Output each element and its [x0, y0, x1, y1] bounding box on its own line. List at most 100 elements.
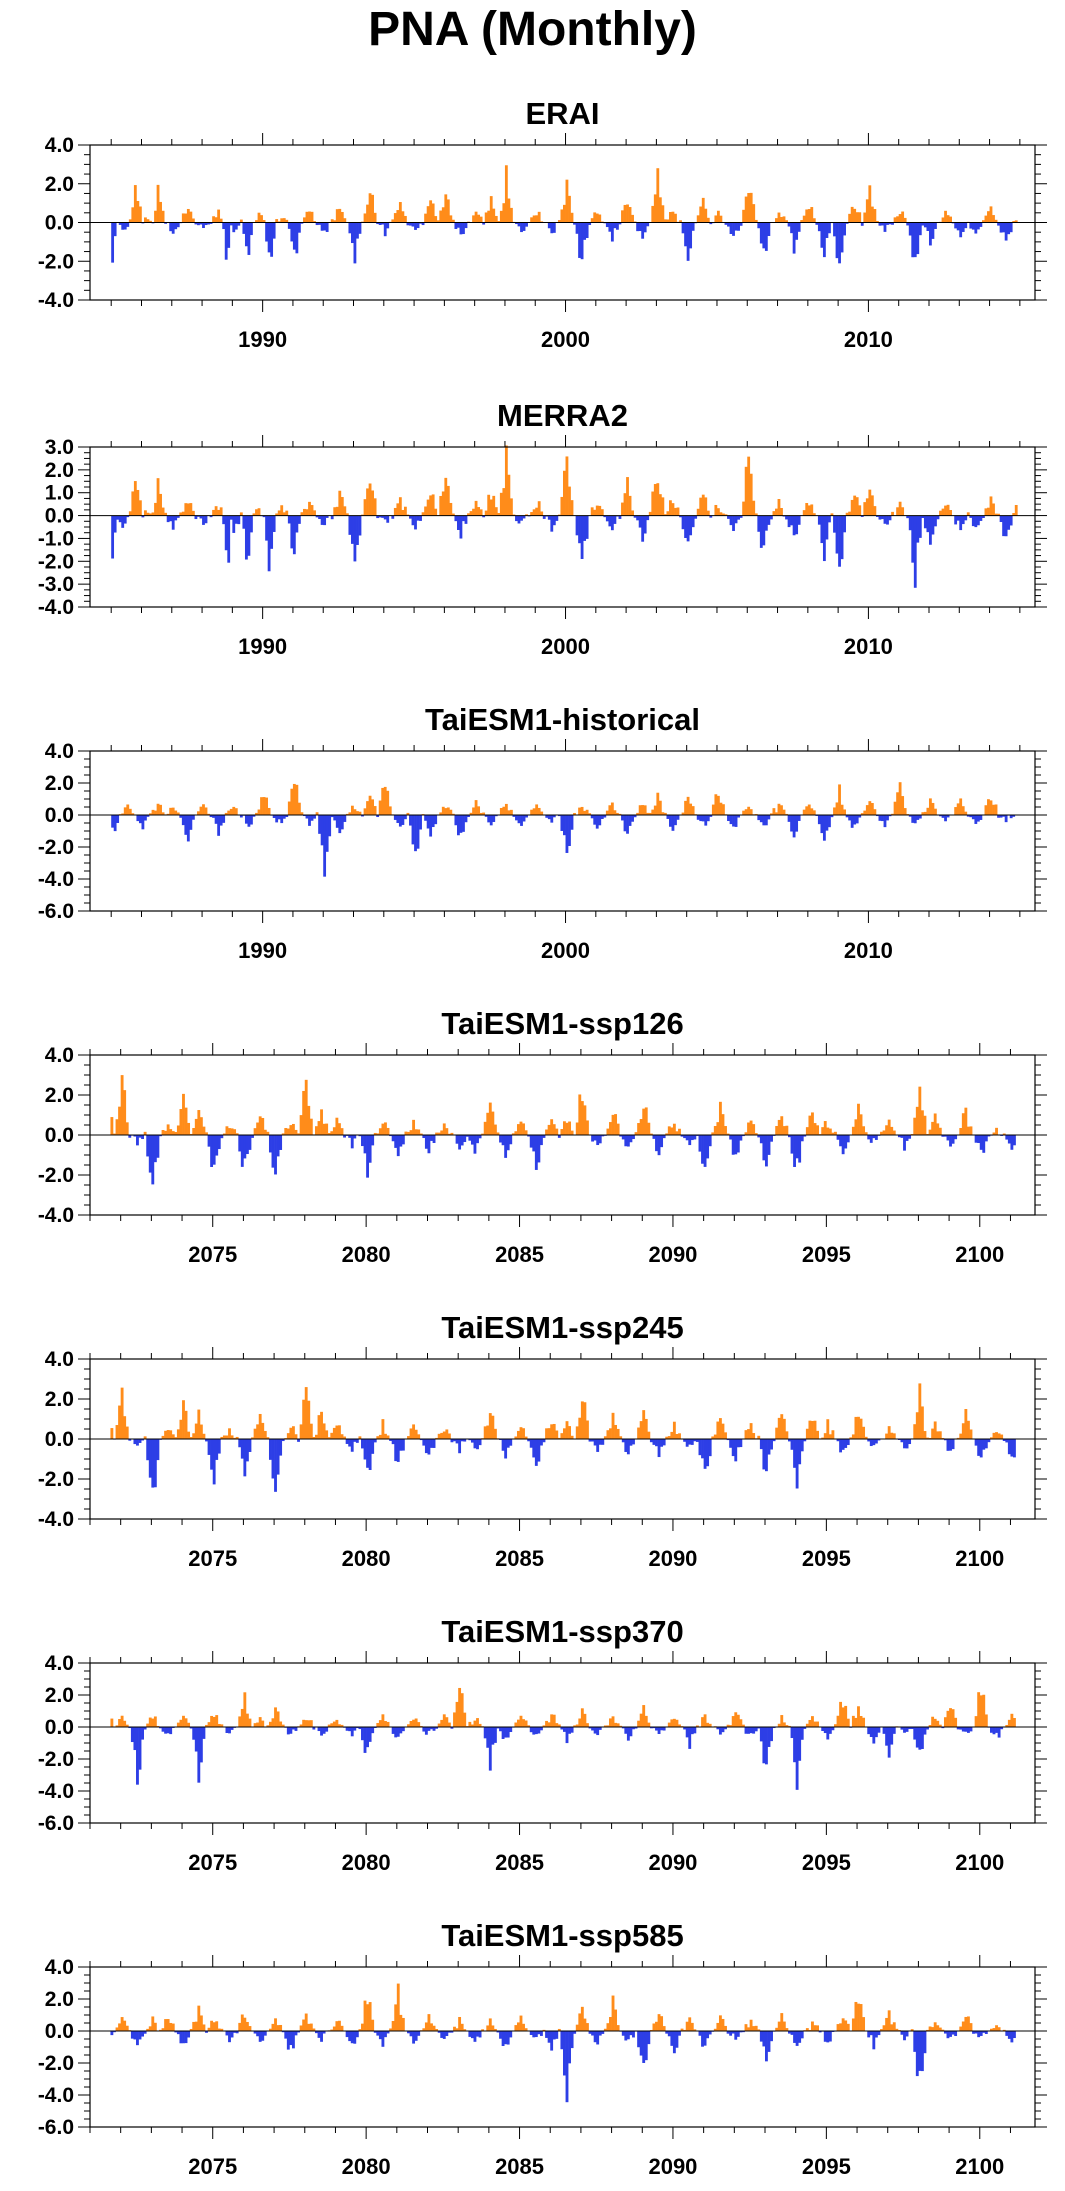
data-bar: [595, 213, 599, 223]
data-bar: [931, 1428, 935, 1439]
data-bar: [1000, 1434, 1004, 1439]
data-bar: [144, 815, 147, 821]
data-bar: [358, 515, 362, 536]
positive-bars: [118, 782, 1018, 815]
data-bar: [268, 1721, 272, 1727]
data-bar: [220, 1724, 224, 1727]
data-bar: [987, 799, 990, 815]
data-bar: [146, 1723, 150, 1727]
data-bar: [128, 1727, 132, 1729]
data-bar: [882, 1130, 886, 1135]
data-bar: [457, 815, 460, 836]
data-bar: [854, 2001, 858, 2031]
data-bar: [123, 2020, 127, 2031]
data-bar: [694, 515, 698, 519]
data-bar: [841, 1707, 845, 1727]
data-bar: [800, 2031, 804, 2039]
data-bar: [898, 782, 902, 815]
data-bar: [464, 222, 468, 229]
data-bar: [376, 2031, 380, 2036]
data-bar: [247, 515, 251, 556]
data-bar: [900, 1439, 904, 1443]
data-bar: [251, 1135, 254, 1138]
data-bar: [516, 1430, 520, 1439]
data-bar: [680, 1135, 684, 1137]
data-bar: [931, 222, 935, 239]
data-bar: [586, 2023, 589, 2031]
data-bar: [938, 1724, 942, 1727]
data-bar: [148, 1135, 152, 1173]
data-bar: [467, 815, 470, 817]
data-bar: [287, 801, 291, 815]
data-bar: [477, 214, 481, 223]
data-bar: [1013, 1439, 1016, 1458]
data-bar: [918, 815, 922, 819]
data-bar: [959, 2026, 963, 2031]
data-bar: [807, 804, 811, 815]
data-bar: [816, 1430, 819, 1439]
data-bar: [903, 1727, 906, 1733]
data-bar: [603, 2028, 607, 2031]
data-bar: [146, 512, 150, 516]
data-bar: [688, 2017, 692, 2031]
data-bar: [276, 1439, 280, 1475]
data-bar: [611, 1412, 615, 1439]
data-bar: [522, 1123, 525, 1135]
data-bar: [277, 221, 281, 223]
data-bar: [982, 1439, 986, 1450]
data-bar: [159, 2029, 162, 2031]
data-bar: [422, 1727, 426, 1732]
data-bar: [297, 515, 301, 524]
data-bar: [974, 815, 978, 824]
data-bar: [714, 215, 718, 223]
data-bar: [204, 222, 208, 226]
data-bar: [696, 508, 700, 516]
data-bar: [138, 206, 142, 223]
data-bar: [868, 801, 872, 815]
data-bar: [537, 501, 541, 516]
data-bar: [588, 2031, 592, 2034]
data-bar: [222, 815, 226, 823]
data-bar: [575, 515, 579, 536]
data-bar: [427, 1439, 431, 1455]
data-bar: [777, 803, 781, 815]
data-bar: [642, 2031, 646, 2063]
data-bar: [826, 1127, 830, 1135]
data-bar: [194, 2021, 198, 2031]
data-bar: [338, 1724, 341, 1727]
data-bar: [974, 2031, 978, 2034]
data-bar: [305, 211, 309, 223]
data-bar: [825, 815, 829, 831]
data-bar: [287, 515, 291, 524]
data-bar: [689, 222, 693, 249]
data-bar: [482, 222, 486, 225]
positive-bars: [110, 1383, 1004, 1439]
data-bar: [882, 1727, 886, 1734]
data-bar: [573, 222, 576, 225]
data-bar: [463, 1135, 467, 1143]
data-bar: [724, 1727, 727, 1730]
data-bar: [476, 1439, 479, 1450]
data-bar: [580, 806, 584, 815]
data-bar: [371, 799, 374, 815]
data-bar: [540, 221, 544, 223]
data-bar: [865, 498, 869, 516]
data-bar: [164, 2019, 168, 2031]
data-bar: [358, 811, 362, 815]
data-bar: [568, 815, 571, 846]
data-bar: [964, 1107, 968, 1135]
data-bar: [350, 515, 354, 544]
data-bar: [805, 209, 809, 223]
y-tick-label: -2.0: [38, 1748, 74, 1771]
data-bar: [302, 1090, 306, 1135]
data-bar: [307, 1400, 311, 1439]
data-bar: [472, 807, 475, 815]
data-bar: [358, 222, 362, 234]
data-bar: [813, 1420, 817, 1439]
data-bar: [934, 808, 937, 815]
data-bar: [568, 486, 571, 516]
data-bar: [596, 1727, 600, 1736]
data-bar: [782, 216, 786, 223]
data-bar: [317, 1121, 321, 1135]
data-bar: [510, 498, 513, 516]
